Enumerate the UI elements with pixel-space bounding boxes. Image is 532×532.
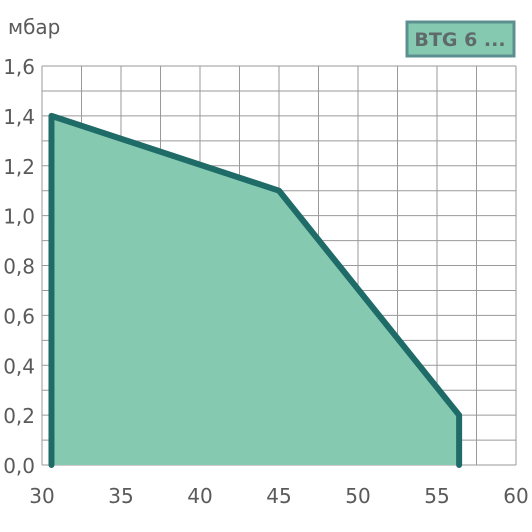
y-tick-label: 0,4 bbox=[3, 354, 35, 378]
y-tick-label: 1,4 bbox=[3, 105, 35, 129]
y-unit-label: мбар bbox=[8, 15, 60, 39]
data-point bbox=[50, 464, 52, 466]
x-tick-label: 45 bbox=[266, 484, 291, 508]
series-area-fill bbox=[51, 115, 460, 465]
x-tick-label: 30 bbox=[29, 484, 54, 508]
data-point bbox=[278, 190, 280, 192]
x-tick-label: 40 bbox=[187, 484, 212, 508]
y-tick-label: 1,0 bbox=[3, 205, 35, 229]
legend-box bbox=[405, 20, 516, 58]
x-tick-label: 35 bbox=[108, 484, 133, 508]
x-tick-label: 60 bbox=[503, 484, 528, 508]
tick-labels: 30 35 40 45 50 55 60 0,0 0,2 0,4 0,6 0,8 1,0 1,2 1,4 1,… bbox=[3, 55, 529, 508]
legend-label: BTG 6 ... bbox=[414, 29, 505, 51]
data-point bbox=[458, 414, 460, 416]
y-tick-label: 1,6 bbox=[3, 55, 35, 79]
y-tick-label: 0,2 bbox=[3, 404, 35, 428]
area-layer bbox=[48, 112, 463, 468]
y-tick-label: 0,6 bbox=[3, 304, 35, 328]
data-point bbox=[50, 115, 52, 117]
y-tick-label: 0,8 bbox=[3, 255, 35, 279]
x-tick-label: 55 bbox=[424, 484, 449, 508]
data-point bbox=[458, 464, 460, 466]
y-tick-label: 0,0 bbox=[3, 454, 35, 478]
y-tick-label: 1,2 bbox=[3, 155, 35, 179]
x-tick-label: 50 bbox=[345, 484, 370, 508]
legend: BTG 6 ... bbox=[405, 20, 516, 58]
